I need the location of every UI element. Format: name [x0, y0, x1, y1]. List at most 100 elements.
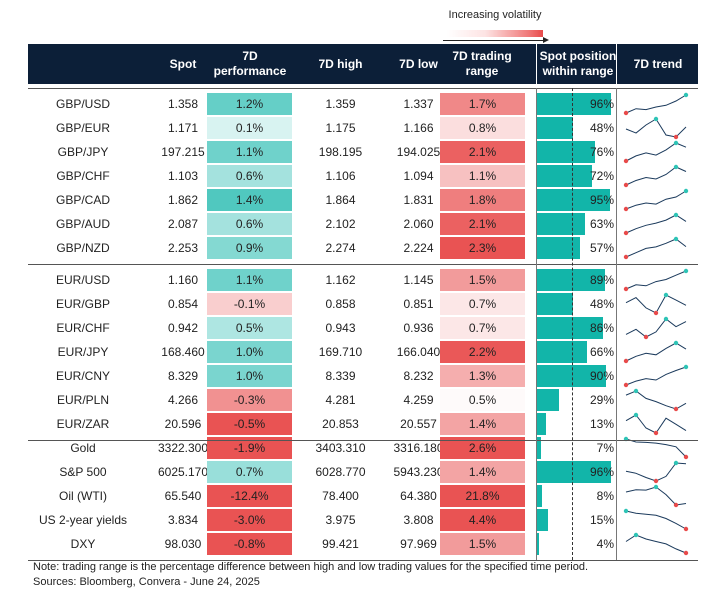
performance-cell-bg: [207, 317, 292, 339]
spot-position-value: 96%: [589, 465, 614, 479]
spot-position-cell: 8%: [536, 485, 616, 507]
trend-line: [625, 214, 687, 234]
trend-high-point: [673, 236, 679, 242]
spot-position-value: 29%: [589, 393, 614, 407]
trend-sparkline: [625, 292, 687, 316]
spot-position-value: 13%: [589, 417, 614, 431]
trend-low-point: [623, 110, 629, 116]
group-divider: [28, 88, 698, 89]
performance-value: 0.1%: [235, 121, 264, 135]
trend-sparkline: [625, 532, 689, 556]
table-row: GBP/USD 1.358 1.2% 1.359 1.337 1.7% 96%: [28, 92, 698, 116]
footer-source: Sources: Bloomberg, Convera - June 24, 2…: [33, 576, 260, 588]
trend-sparkline: [625, 460, 687, 484]
trend-high-point: [673, 212, 679, 218]
trading-range-value: 1.7%: [468, 97, 497, 111]
high-value: 169.710: [318, 345, 363, 359]
trading-range-value: 0.5%: [468, 393, 497, 407]
spot-position-cell: 89%: [536, 269, 616, 291]
high-value: 2.102: [325, 217, 356, 231]
performance-cell-bg: [207, 269, 292, 291]
spot-position-cell: 76%: [536, 141, 616, 163]
trend-line: [625, 486, 687, 506]
instrument-name: EUR/CHF: [56, 321, 110, 335]
spot-position-value: 72%: [589, 169, 614, 183]
instrument-name: EUR/USD: [55, 273, 110, 287]
high-value: 99.421: [322, 537, 359, 551]
spot-value: 98.030: [164, 537, 202, 551]
spot-value: 1.358: [167, 97, 199, 111]
trend-line: [625, 462, 687, 482]
spot-position-bar: [536, 165, 593, 187]
trend-sparkline: [623, 164, 687, 188]
trading-range-value: 1.4%: [468, 465, 497, 479]
trend-high-point: [663, 316, 669, 322]
spot-position-bar: [536, 365, 607, 387]
trading-range-cell-bg: [440, 189, 525, 211]
header-spot: Spot: [169, 56, 197, 71]
trend-line: [625, 190, 687, 210]
performance-value: -1.9%: [233, 441, 266, 455]
table-row: GBP/CHF 1.103 0.6% 1.106 1.094 1.1% 72%: [28, 164, 698, 188]
trading-range-value: 2.1%: [468, 145, 497, 159]
trend-sparkline: [623, 212, 687, 236]
performance-value: 0.9%: [235, 241, 264, 255]
trend-low-point: [623, 286, 629, 292]
low-value: 64.380: [400, 489, 437, 503]
spot-position-value: 8%: [596, 489, 614, 503]
high-value: 6028.770: [315, 465, 366, 479]
trading-range-value: 1.3%: [468, 369, 497, 383]
performance-cell-bg: [207, 141, 292, 163]
performance-value: 1.4%: [235, 193, 264, 207]
instrument-name: EUR/CNY: [55, 369, 110, 383]
trend-low-point: [653, 478, 659, 484]
instrument-name: GBP/CHF: [56, 169, 110, 183]
high-value: 1.864: [325, 193, 356, 207]
table-row: EUR/ZAR 20.596 -0.5% 20.853 20.557 1.4% 13%: [28, 412, 698, 436]
trend-sparkline: [623, 92, 689, 116]
spot-value: 2.087: [167, 217, 199, 231]
instrument-name: EUR/JPY: [57, 345, 109, 359]
trend-high-point: [683, 364, 689, 370]
trend-line: [625, 238, 687, 258]
spot-position-bar: [536, 341, 588, 363]
spot-position-value: 7%: [596, 441, 614, 455]
trend-column-divider: [616, 88, 617, 560]
performance-cell-bg: [207, 341, 292, 363]
trend-low-point: [623, 254, 629, 260]
trend-low-point: [623, 182, 629, 188]
performance-value: -0.5%: [233, 417, 266, 431]
spot-position-cell: 95%: [536, 189, 616, 211]
performance-value: -12.4%: [230, 489, 269, 503]
trend-line: [625, 390, 687, 410]
trading-range-cell-bg: [440, 317, 525, 339]
spot-value: 197.215: [161, 145, 205, 159]
table-header: Spot 7D performance 7D high 7D low 7D tr…: [28, 44, 698, 84]
table-row: DXY 98.030 -0.8% 99.421 97.969 1.5% 4%: [28, 532, 698, 556]
spot-value: 1.862: [167, 193, 199, 207]
low-value: 97.969: [400, 537, 437, 551]
trend-low-point: [623, 382, 629, 388]
spot-position-bar: [536, 269, 606, 291]
trend-line: [625, 118, 687, 138]
instrument-name: EUR/PLN: [56, 393, 109, 407]
low-value: 1.831: [403, 193, 434, 207]
trading-range-value: 2.3%: [468, 241, 497, 255]
trend-line: [625, 270, 687, 290]
performance-cell-bg: [207, 485, 292, 507]
low-value: 3.808: [403, 513, 434, 527]
instrument-name: S&P 500: [59, 465, 107, 479]
trend-high-point: [673, 340, 679, 346]
performance-value: 0.7%: [235, 465, 264, 479]
performance-value: 0.5%: [235, 321, 264, 335]
trading-range-cell-bg: [440, 437, 525, 459]
trend-low-point: [643, 334, 649, 340]
spot-position-bar: [536, 189, 611, 211]
trend-low-point: [653, 430, 659, 436]
spot-position-value: 95%: [589, 193, 614, 207]
spot-position-bar: [536, 461, 611, 483]
header-separator: [536, 44, 537, 84]
performance-value: 1.1%: [235, 273, 264, 287]
trend-line: [625, 342, 687, 362]
trend-line: [625, 142, 687, 162]
